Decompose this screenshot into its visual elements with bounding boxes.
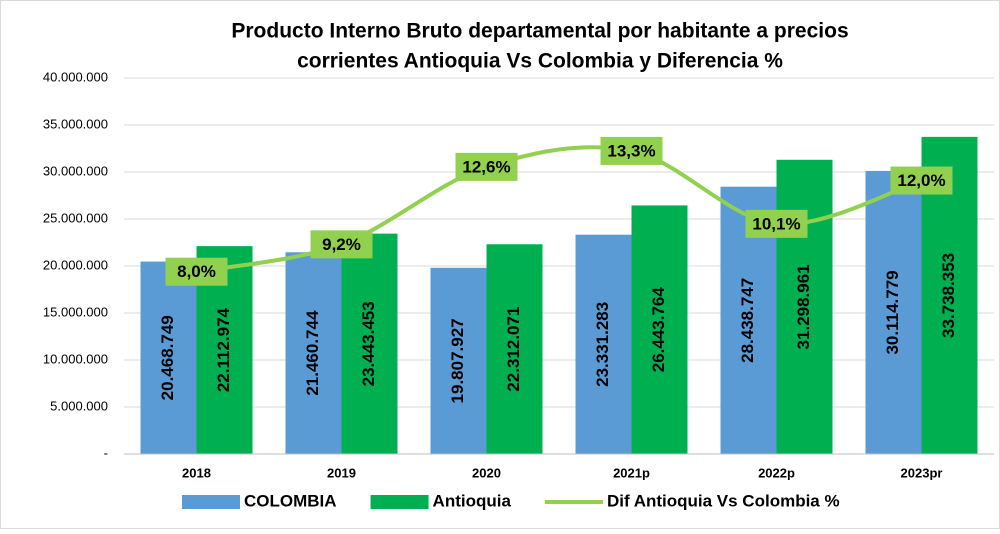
chart-title: corrientes Antioquia Vs Colombia y Difer… <box>297 50 783 73</box>
bar <box>486 244 543 454</box>
bar <box>575 234 632 454</box>
data-label: 12,6% <box>462 157 510 176</box>
x-tick-label: 2019 <box>327 465 356 480</box>
y-tick-label: 30.000.000 <box>43 163 108 178</box>
data-label: 23.331.283 <box>593 302 612 387</box>
x-tick-label: 2022p <box>758 465 795 480</box>
y-tick-label: 25.000.000 <box>43 210 108 225</box>
x-tick-label: 2021p <box>613 465 650 480</box>
bar <box>776 159 833 454</box>
data-label-box <box>310 230 373 259</box>
y-tick-label: 5.000.000 <box>50 398 108 413</box>
bar <box>865 170 922 454</box>
data-label: 20.468.749 <box>158 315 177 400</box>
data-label-box <box>745 209 808 238</box>
y-tick-label: 10.000.000 <box>43 351 108 366</box>
data-label-box <box>890 166 953 195</box>
data-label-box <box>600 136 663 165</box>
bar <box>140 261 197 454</box>
data-label: 19.807.927 <box>448 318 467 403</box>
y-tick-label: 35.000.000 <box>43 116 108 131</box>
data-label-box <box>455 152 518 181</box>
data-label: 23.443.453 <box>359 301 378 386</box>
legend-swatch <box>182 495 240 509</box>
data-label: 26.443.764 <box>649 287 668 373</box>
data-label: 22.312.071 <box>504 307 523 392</box>
data-label: 30.114.779 <box>883 270 902 354</box>
bar <box>430 267 487 454</box>
data-label: 21.460.744 <box>303 310 322 396</box>
y-tick-label: 15.000.000 <box>43 304 108 319</box>
legend-swatch <box>370 495 429 509</box>
y-tick-label: - <box>104 445 108 460</box>
bar <box>631 205 688 454</box>
data-label: 8,0% <box>177 262 216 281</box>
y-tick-label: 40.000.000 <box>43 69 108 84</box>
data-label: 22.112.974 <box>214 307 233 392</box>
data-label-box <box>165 257 228 286</box>
data-label: 12,0% <box>897 171 945 190</box>
bar <box>285 252 342 454</box>
legend-label: Dif Antioquia Vs Colombia % <box>607 491 840 510</box>
data-label: 33.738.353 <box>939 253 958 338</box>
data-label: 28.438.747 <box>738 278 757 363</box>
bar <box>341 233 398 454</box>
x-tick-label: 2018 <box>182 465 211 480</box>
x-tick-label: 2020 <box>472 465 501 480</box>
data-label: 31.298.961 <box>794 264 813 349</box>
x-tick-label: 2023pr <box>901 465 943 480</box>
legend-label: COLOMBIA <box>244 491 337 510</box>
legend-label: Antioquia <box>433 491 512 510</box>
data-label: 13,3% <box>607 141 655 160</box>
chart-title: Producto Interno Bruto departamental por… <box>231 20 848 43</box>
y-tick-label: 20.000.000 <box>43 257 108 272</box>
data-label: 9,2% <box>322 235 361 254</box>
data-label: 10,1% <box>752 214 800 233</box>
